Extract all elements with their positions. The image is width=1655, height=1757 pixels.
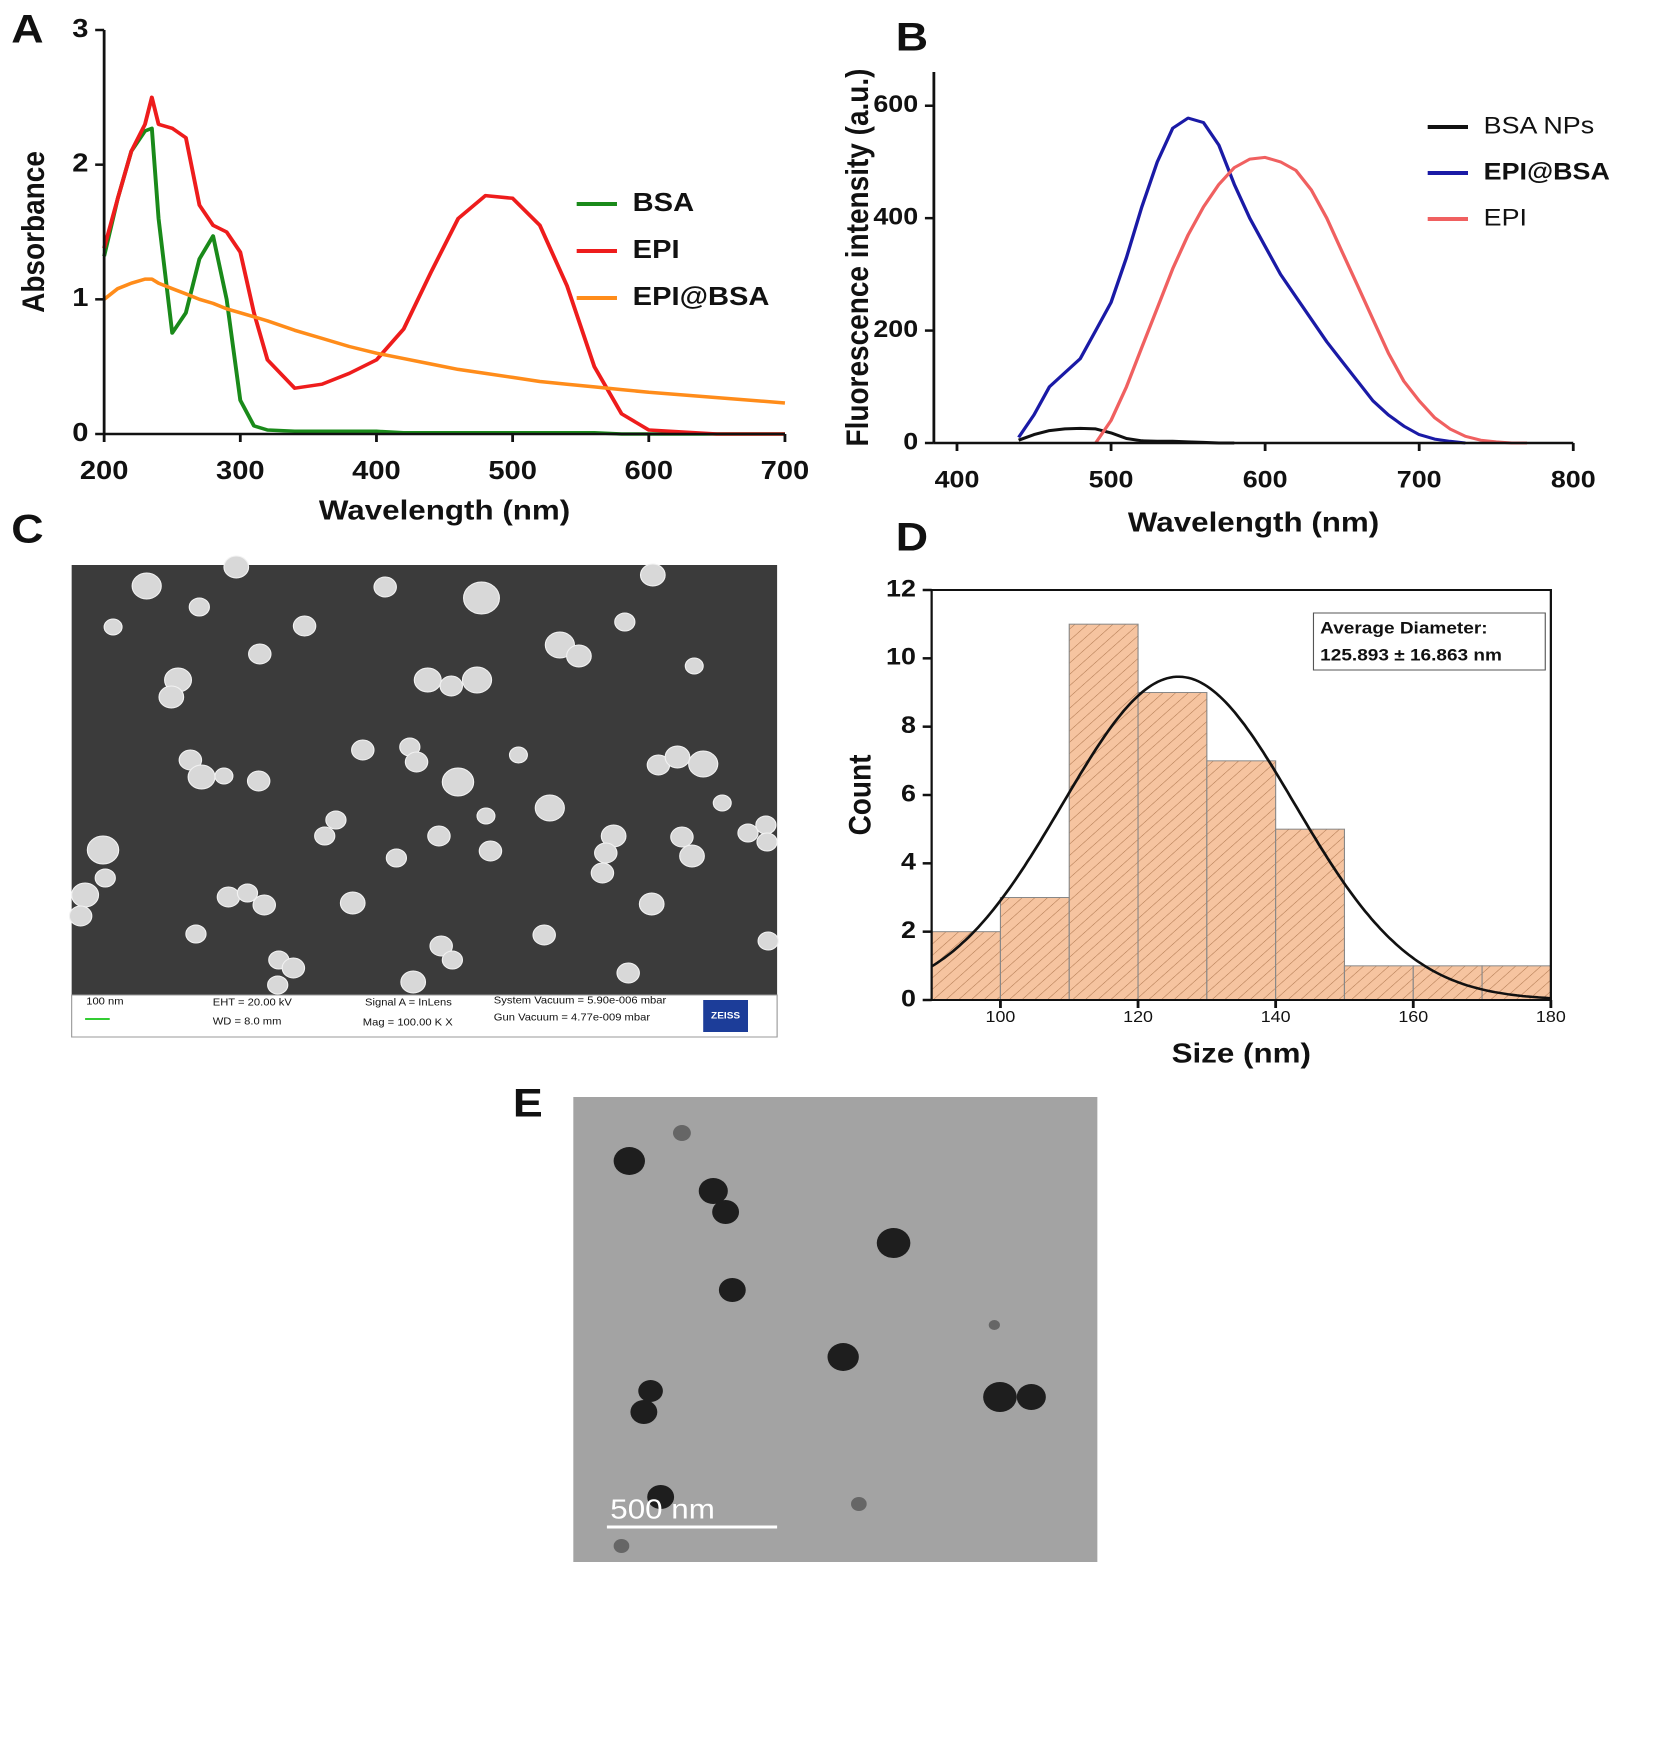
legend-label: EPI@BSA [633, 281, 770, 310]
annotation-box [1312, 612, 1546, 671]
y-tick-label: 400 [873, 204, 918, 230]
legend-label: BSA NPs [1484, 113, 1594, 139]
panel-label: D [896, 515, 928, 559]
x-tick-label: 700 [1397, 467, 1442, 493]
histogram-bar [1206, 760, 1277, 1001]
histogram-bar [1275, 828, 1346, 1001]
line-series [1094, 155, 1528, 445]
y-tick-label: 6 [901, 781, 916, 807]
y-tick-label: 2 [72, 148, 88, 177]
y-axis-label: Absorbance [17, 151, 52, 313]
histogram-bar [1137, 692, 1208, 1001]
x-tick-label: 700 [761, 455, 810, 484]
legend-label: EPI@BSA [1484, 159, 1610, 185]
x-tick-label: 180 [1536, 1008, 1566, 1026]
x-tick-label: 140 [1261, 1008, 1291, 1026]
sem-info: WD = 8.0 mm [213, 1016, 282, 1027]
sem-info: Gun Vacuum = 4.77e-009 mbar [494, 1012, 651, 1023]
sem-image: 100 nm EHT = 20.00 kV WD = 8.0 mm Signal… [68, 555, 779, 1038]
x-tick-label: 800 [1551, 467, 1596, 493]
x-axis-label: Wavelength (nm) [1128, 507, 1379, 538]
y-axis-label: Count [843, 754, 878, 835]
panel-label: E [513, 1081, 543, 1125]
line-series [1017, 116, 1466, 445]
y-tick-label: 3 [72, 13, 88, 42]
sem-info: Signal A = InLens [365, 997, 452, 1008]
sem-info: System Vacuum = 5.90e-006 mbar [494, 995, 667, 1006]
y-tick-label: 0 [72, 417, 88, 446]
x-tick-label: 120 [1123, 1008, 1153, 1026]
y-tick-label: 4 [901, 849, 917, 875]
y-tick-label: 2 [901, 917, 916, 943]
x-tick-label: 600 [1243, 467, 1288, 493]
y-tick-label: 12 [886, 576, 916, 602]
scale-label: 500 nm [610, 1494, 715, 1525]
legend-label: EPI [1484, 205, 1527, 231]
y-tick-label: 1 [72, 283, 88, 312]
x-tick-label: 500 [488, 455, 537, 484]
histogram-bar [999, 897, 1070, 1001]
x-tick-label: 600 [625, 455, 674, 484]
panel-label: C [11, 507, 43, 551]
y-axis-label: Fluorescence intensity (a.u.) [841, 68, 876, 446]
scale-label: 100 nm [86, 996, 123, 1007]
histogram-bar [931, 931, 1002, 1001]
panel-label: A [11, 7, 43, 51]
tem-image: 500 nm [573, 1097, 1098, 1562]
line-series [102, 277, 786, 405]
fit-curve [930, 675, 1551, 1000]
y-tick-label: 8 [901, 712, 916, 738]
x-axis-label: Wavelength (nm) [319, 495, 570, 526]
x-tick-label: 100 [986, 1008, 1016, 1026]
histogram-bar [1068, 623, 1139, 1001]
sem-info: Mag = 100.00 K X [363, 1017, 453, 1028]
x-tick-label: 200 [80, 455, 129, 484]
x-tick-label: 400 [935, 467, 980, 493]
line-series [1018, 426, 1235, 445]
annotation: 125.893 ± 16.863 nm [1320, 645, 1502, 664]
legend-label: BSA [633, 187, 695, 216]
y-tick-label: 0 [903, 429, 918, 455]
line-series [102, 126, 785, 436]
histogram-bar [1343, 965, 1414, 1001]
annotation: Average Diameter: [1320, 618, 1487, 637]
x-tick-label: 160 [1398, 1008, 1428, 1026]
logo: ZEISS [711, 1011, 740, 1021]
line-series [102, 95, 785, 436]
y-tick-label: 200 [873, 316, 918, 342]
y-tick-label: 0 [901, 986, 916, 1012]
sem-info: EHT = 20.00 kV [213, 997, 293, 1008]
x-tick-label: 400 [352, 455, 401, 484]
x-tick-label: 300 [216, 455, 265, 484]
y-tick-label: 10 [886, 644, 916, 670]
y-tick-label: 600 [873, 91, 918, 117]
histogram-bar [1412, 965, 1483, 1001]
panel-label: B [896, 15, 928, 59]
legend-label: EPI [633, 234, 680, 263]
x-tick-label: 500 [1089, 467, 1134, 493]
x-axis-label: Size (nm) [1172, 1038, 1311, 1069]
